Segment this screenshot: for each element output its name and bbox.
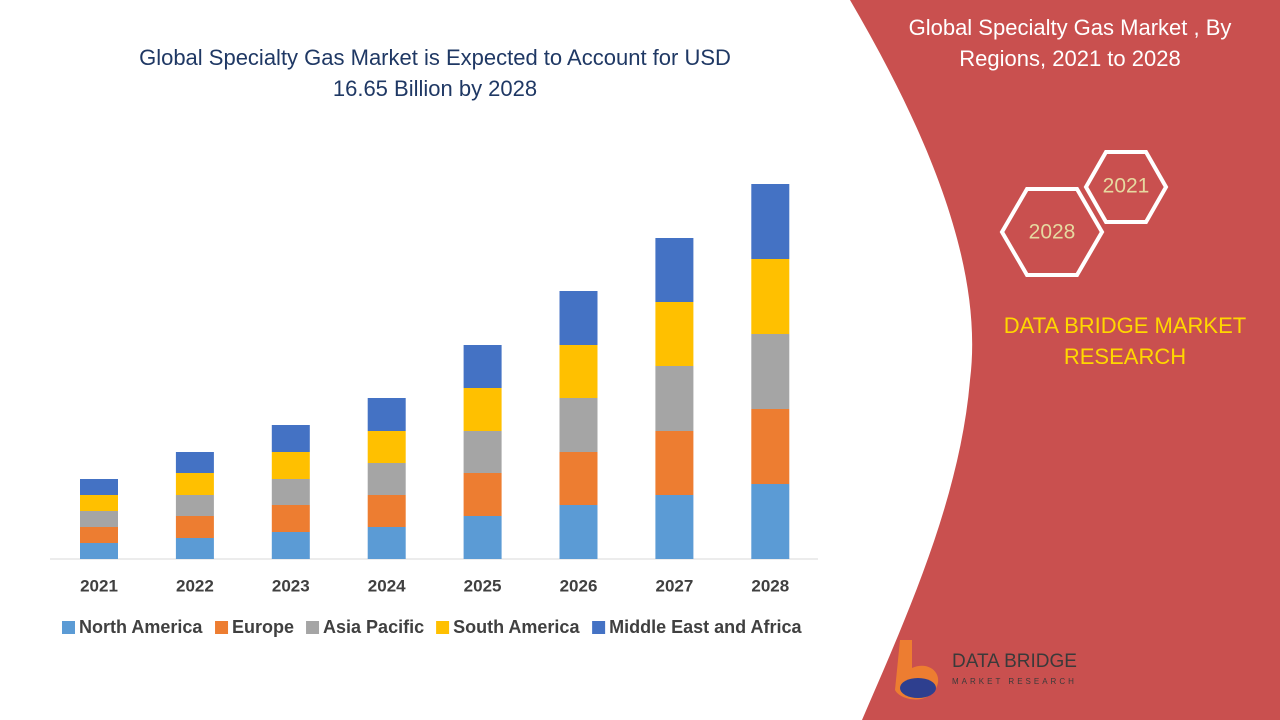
bar-segment: [463, 473, 502, 516]
bar-segment: [175, 495, 214, 516]
hexagon: [999, 187, 1105, 277]
x-tick-label: 2024: [368, 576, 406, 595]
bar-segment: [559, 452, 598, 505]
hexagon-label: 2028: [1029, 221, 1076, 244]
bar-segment: [655, 302, 694, 366]
bar-segment: [271, 505, 310, 532]
bar-segment: [80, 543, 118, 559]
legend-label: South America: [453, 617, 580, 637]
bar-segment: [655, 431, 694, 495]
bar-segment: [80, 495, 118, 511]
brand: DATA BRIDGE MARKET RESEARCH: [1003, 313, 1247, 369]
logo-name: DATA BRIDGE: [952, 651, 1077, 672]
bar-segment: [271, 452, 310, 479]
legend-swatch: [62, 621, 75, 634]
x-tick-label: 2025: [464, 576, 502, 595]
bar-segment: [559, 505, 598, 559]
bar-segment: [463, 431, 502, 473]
hexagon: [1083, 150, 1169, 224]
bar-segment: [463, 345, 502, 388]
bar-segment: [80, 511, 118, 527]
x-tick-label: 2027: [655, 576, 693, 595]
logo-tagline: MARKET RESEARCH: [952, 677, 1077, 686]
bar-segment: [367, 527, 406, 559]
legend-label: Asia Pacific: [323, 617, 424, 637]
bar-segment: [175, 473, 214, 495]
legend-swatch: [306, 621, 320, 634]
panel-heading: Global Specialty Gas Market , By Regions…: [908, 15, 1232, 71]
bar-segment: [80, 527, 118, 543]
bar-segment: [367, 398, 406, 431]
bar-segment: [271, 425, 310, 452]
bar-segment: [655, 495, 694, 559]
bar-segment: [367, 431, 406, 463]
bar-segment: [367, 463, 406, 495]
bar-segment: [463, 388, 502, 431]
bar-segment: [559, 291, 598, 345]
hexagon-label: 2021: [1103, 175, 1150, 198]
legend-swatch: [215, 621, 229, 634]
bar-segment: [751, 259, 790, 334]
bar-segment: [751, 484, 790, 559]
bar-segment: [655, 366, 694, 431]
legend-label: Middle East and Africa: [609, 617, 802, 637]
x-tick-label: 2022: [176, 576, 214, 595]
bar-segment: [655, 238, 694, 302]
bar-segment: [751, 184, 790, 259]
bar-segment: [751, 334, 790, 409]
legend-swatch: [592, 621, 606, 634]
legend-label: North America: [79, 617, 203, 637]
x-tick-label: 2026: [560, 576, 598, 595]
bar-segment: [175, 452, 214, 473]
chart-title: Global Specialty Gas Market is Expected …: [139, 45, 731, 101]
bar-segment: [751, 409, 790, 484]
bar-segment: [367, 495, 406, 527]
logo-icon: [900, 678, 936, 698]
legend-swatch: [436, 621, 450, 634]
bar-segment: [271, 479, 310, 505]
x-tick-label: 2021: [80, 576, 118, 595]
bar-segment: [80, 479, 118, 495]
side-panel: [850, 0, 1280, 720]
bar-segment: [559, 345, 598, 398]
bar-segment: [175, 516, 214, 538]
x-tick-label: 2028: [751, 576, 789, 595]
bar-segment: [175, 538, 214, 559]
bar-segment: [271, 532, 310, 559]
x-tick-label: 2023: [272, 576, 310, 595]
legend-label: Europe: [232, 617, 294, 637]
bar-segment: [463, 516, 502, 559]
bar-segment: [559, 398, 598, 452]
